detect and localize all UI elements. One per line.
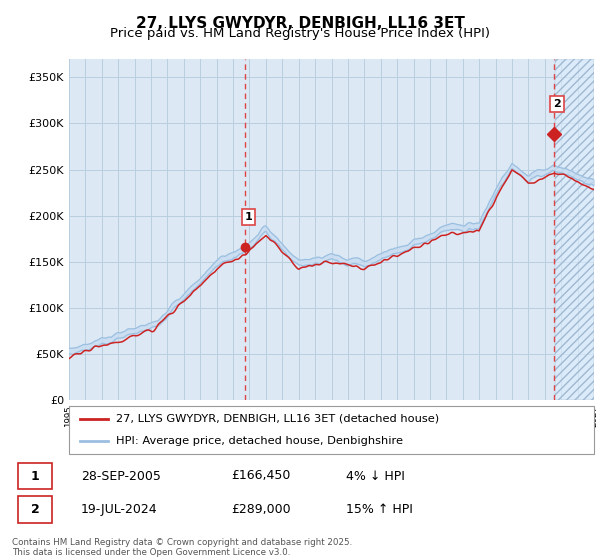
Bar [18, 463, 52, 489]
Text: 2: 2 [553, 99, 561, 109]
Text: 4% ↓ HPI: 4% ↓ HPI [346, 469, 405, 483]
Text: 28-SEP-2005: 28-SEP-2005 [81, 469, 161, 483]
Text: £289,000: £289,000 [231, 503, 290, 516]
Bar [18, 496, 52, 523]
Text: Contains HM Land Registry data © Crown copyright and database right 2025.
This d: Contains HM Land Registry data © Crown c… [12, 538, 352, 557]
Text: HPI: Average price, detached house, Denbighshire: HPI: Average price, detached house, Denb… [116, 436, 403, 446]
Text: 27, LLYS GWYDYR, DENBIGH, LL16 3ET (detached house): 27, LLYS GWYDYR, DENBIGH, LL16 3ET (deta… [116, 414, 439, 424]
Text: 19-JUL-2024: 19-JUL-2024 [81, 503, 158, 516]
Text: 2: 2 [31, 503, 40, 516]
Text: 1: 1 [31, 469, 40, 483]
Text: £166,450: £166,450 [231, 469, 290, 483]
Text: 1: 1 [245, 212, 253, 222]
Text: 15% ↑ HPI: 15% ↑ HPI [346, 503, 413, 516]
Text: Price paid vs. HM Land Registry's House Price Index (HPI): Price paid vs. HM Land Registry's House … [110, 27, 490, 40]
Text: 27, LLYS GWYDYR, DENBIGH, LL16 3ET: 27, LLYS GWYDYR, DENBIGH, LL16 3ET [136, 16, 464, 31]
